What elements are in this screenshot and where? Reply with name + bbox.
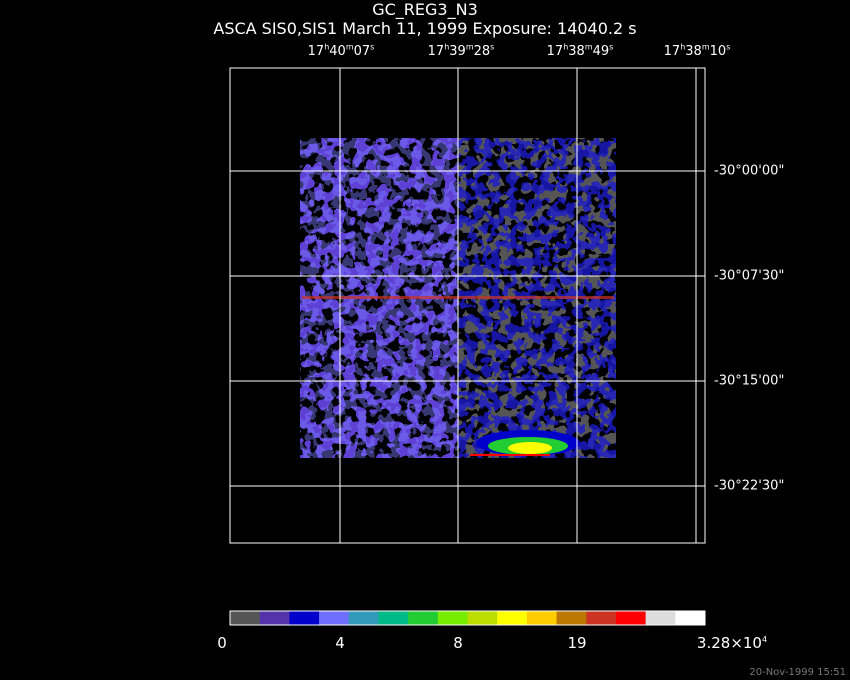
colorbar-segment xyxy=(289,611,320,625)
dec-label: -30°00'00" xyxy=(714,163,785,179)
colorbar-segment xyxy=(675,611,706,625)
dec-label: -30°15'00" xyxy=(714,373,785,389)
colorbar-label: 8 xyxy=(453,634,463,652)
colorbar-segment xyxy=(230,611,261,625)
dec-label: -30°22'30" xyxy=(714,478,785,494)
dec-label: -30°07'30" xyxy=(714,268,785,284)
colorbar-segment xyxy=(645,611,676,625)
coordinate-grid xyxy=(230,68,705,543)
image-subtitle: ASCA SIS0,SIS1 March 11, 1999 Exposure: … xyxy=(213,19,637,38)
ra-label: 17h38m49s xyxy=(546,42,614,59)
colorbar-label: 19 xyxy=(567,634,587,652)
image-title: GC_REG3_N3 xyxy=(372,0,478,19)
source-core xyxy=(508,442,552,454)
colorbar-segment xyxy=(467,611,498,625)
colorbar-segment xyxy=(586,611,617,625)
colorbar-segment xyxy=(408,611,439,625)
colorbar-frame xyxy=(229,610,706,626)
colorbar-segment xyxy=(615,611,647,625)
colorbar-label: 4 xyxy=(335,634,345,652)
colorbar-segment xyxy=(348,611,379,625)
bright-source xyxy=(470,430,580,456)
colorbar-segment xyxy=(319,611,350,625)
plot-frame xyxy=(229,67,706,544)
ra-label: 17h39m28s xyxy=(427,42,495,59)
colorbar-segment xyxy=(497,611,528,625)
source-edge xyxy=(470,454,550,456)
colorbar-segment xyxy=(437,611,468,625)
timestamp: 20-Nov-1999 15:51 xyxy=(749,667,846,678)
colorbar-max-label: 3.28×104 xyxy=(696,634,768,652)
ra-label: 17h38m10s xyxy=(663,42,731,59)
colorbar-segment xyxy=(556,611,587,625)
colorbar-segment xyxy=(378,611,409,625)
colorbar xyxy=(230,611,706,625)
colorbar-label: 0 xyxy=(217,634,227,652)
ra-label: 17h40m07s xyxy=(307,42,375,59)
colorbar-segment xyxy=(259,611,290,625)
colorbar-segment xyxy=(526,611,558,625)
